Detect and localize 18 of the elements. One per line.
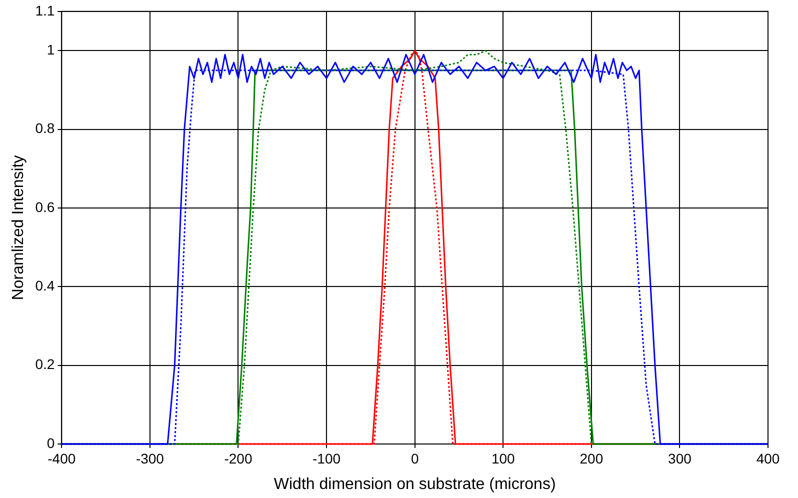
x-tick-label: -300 — [136, 450, 164, 466]
x-axis-title: Width dimension on substrate (microns) — [274, 476, 556, 493]
y-tick-label: 0 — [46, 434, 55, 451]
y-tick-label: 0.6 — [35, 198, 55, 215]
y-tick-label: 0.2 — [35, 356, 55, 372]
x-tick-label: 400 — [756, 450, 780, 466]
x-tick-label: -200 — [224, 450, 252, 466]
y-tick-label: 0.4 — [35, 278, 55, 294]
y-axis-title: Noramlized Intensity — [10, 155, 28, 300]
x-tick-label: 200 — [580, 450, 604, 466]
y-tick-label: 1 — [46, 42, 55, 58]
y-tick-label: 1.1 — [35, 2, 55, 18]
x-tick-label: -100 — [312, 450, 341, 466]
x-tick-label: 300 — [668, 450, 692, 466]
x-tick-label: 100 — [491, 450, 516, 466]
x-tick-label: 0 — [410, 450, 419, 466]
x-tick-label: -400 — [48, 450, 76, 466]
y-tick-label: 0.8 — [35, 120, 55, 136]
